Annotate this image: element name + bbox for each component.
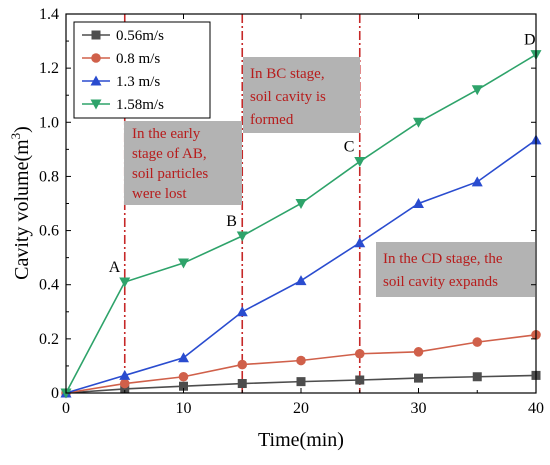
y-tick-label-4: 0.8 bbox=[39, 168, 59, 185]
y-tick-label-1: 0.2 bbox=[39, 331, 59, 348]
series-2-point-8 bbox=[472, 337, 483, 347]
legend-label-4: 1.58m/s bbox=[116, 97, 164, 113]
legend-marker-2 bbox=[91, 53, 101, 63]
series-3-point-2 bbox=[119, 369, 131, 380]
series-4-point-6 bbox=[354, 157, 366, 168]
x-tick-label-4: 40 bbox=[528, 400, 544, 417]
legend-label-3: 1.3 m/s bbox=[116, 74, 160, 90]
x-axis-ticks: 0 10 20 30 40 bbox=[62, 14, 544, 417]
point-labels: A B C D bbox=[109, 32, 536, 276]
legend-entry-1: 0.56m/s bbox=[82, 28, 164, 44]
legend-entry-3: 1.3 m/s bbox=[82, 74, 160, 90]
series-2 bbox=[61, 329, 541, 398]
legend-label-2: 0.8 m/s bbox=[116, 51, 160, 67]
series-2-point-2 bbox=[119, 378, 130, 389]
x-tick-label-1: 10 bbox=[176, 400, 192, 417]
y-tick-label-0: 0 bbox=[51, 385, 59, 402]
legend-marker-3 bbox=[90, 75, 102, 86]
point-label-d: D bbox=[524, 32, 536, 49]
series-1-point-8 bbox=[472, 372, 482, 382]
annotation-bc-line-2: soil cavity is bbox=[250, 89, 326, 105]
annotation-ab-line-4: were lost bbox=[132, 186, 187, 202]
series-1-point-7 bbox=[414, 373, 423, 383]
series-2-point-5 bbox=[296, 355, 306, 366]
series-2-point-6 bbox=[354, 348, 365, 359]
point-label-b: B bbox=[226, 213, 237, 230]
series-1-point-2 bbox=[120, 384, 130, 394]
y-tick-label-5: 1.0 bbox=[39, 114, 59, 131]
y-tick-label-6: 1.2 bbox=[39, 60, 59, 77]
annotation-ab-line-1: In the early bbox=[132, 126, 201, 142]
x-tick-label-2: 20 bbox=[293, 400, 309, 417]
x-tick-label-3: 30 bbox=[411, 400, 427, 417]
series-4-point-3 bbox=[178, 258, 189, 269]
series-1-point-3 bbox=[179, 381, 188, 391]
series-2-point-3 bbox=[178, 371, 189, 382]
series-4 bbox=[60, 50, 542, 399]
series-2-point-4 bbox=[237, 359, 248, 370]
point-label-a: A bbox=[109, 259, 121, 276]
y-axis-title-close: ) bbox=[11, 126, 33, 133]
legend-entry-2: 0.8 m/s bbox=[82, 51, 160, 67]
series-1-point-5 bbox=[296, 377, 306, 387]
annotation-cd-line-2: soil cavity expands bbox=[383, 274, 498, 290]
series-3-point-6 bbox=[354, 237, 366, 248]
y-tick-label-3: 0.6 bbox=[39, 223, 59, 240]
series-3 bbox=[60, 134, 542, 398]
series-4-point-7 bbox=[413, 117, 424, 128]
legend-entry-4: 1.58m/s bbox=[82, 97, 164, 113]
series-4-point-2 bbox=[119, 277, 131, 288]
annotation-cd: In the CD stage, the soil cavity expands bbox=[376, 242, 535, 297]
annotation-ab: In the early stage of AB, soil particles… bbox=[124, 121, 242, 205]
legend-marker-4 bbox=[90, 99, 102, 110]
y-axis-title-main: Cavity volume(m bbox=[11, 139, 33, 280]
annotation-bc-line-1: In BC stage, bbox=[250, 66, 325, 82]
annotation-ab-box bbox=[124, 121, 242, 205]
y-axis-title: Cavity volume(m3) bbox=[8, 126, 33, 280]
series-layer bbox=[60, 50, 542, 399]
point-label-c: C bbox=[344, 139, 355, 156]
series-1-point-6 bbox=[355, 375, 365, 385]
legend: 0.56m/s 0.8 m/s 1.3 m/s 1.58m/s bbox=[73, 21, 211, 119]
series-1-point-4 bbox=[237, 379, 247, 389]
x-axis-title: Time(min) bbox=[258, 429, 344, 451]
series-3-point-5 bbox=[295, 275, 307, 286]
series-3-point-8 bbox=[471, 176, 483, 187]
series-3-point-7 bbox=[413, 198, 424, 208]
annotation-ab-line-3: soil particles bbox=[132, 166, 208, 182]
annotation-bc: In BC stage, soil cavity is formed bbox=[243, 57, 360, 133]
series-4-point-5 bbox=[295, 199, 307, 209]
legend-marker-1 bbox=[91, 30, 101, 40]
annotation-ab-line-2: stage of AB, bbox=[132, 146, 207, 162]
annotation-bc-line-3: formed bbox=[250, 112, 294, 128]
series-3-point-4 bbox=[236, 306, 248, 317]
y-axis-title-sup: 3 bbox=[8, 133, 23, 140]
y-tick-label-2: 0.4 bbox=[39, 277, 59, 294]
annotation-bc-box bbox=[243, 57, 360, 133]
y-tick-label-7: 1.4 bbox=[39, 6, 59, 23]
series-3-point-3 bbox=[178, 352, 189, 363]
series-4-point-4 bbox=[236, 231, 248, 242]
x-tick-label-0: 0 bbox=[62, 400, 70, 417]
y-axis-ticks: 0 0.2 0.4 0.6 0.8 1.0 1.2 1.4 bbox=[39, 6, 536, 402]
series-2-point-7 bbox=[413, 347, 424, 357]
annotation-cd-line-1: In the CD stage, the bbox=[383, 251, 503, 267]
annotation-cd-box bbox=[376, 242, 535, 297]
legend-label-1: 0.56m/s bbox=[116, 28, 164, 44]
series-4-point-8 bbox=[471, 85, 483, 96]
